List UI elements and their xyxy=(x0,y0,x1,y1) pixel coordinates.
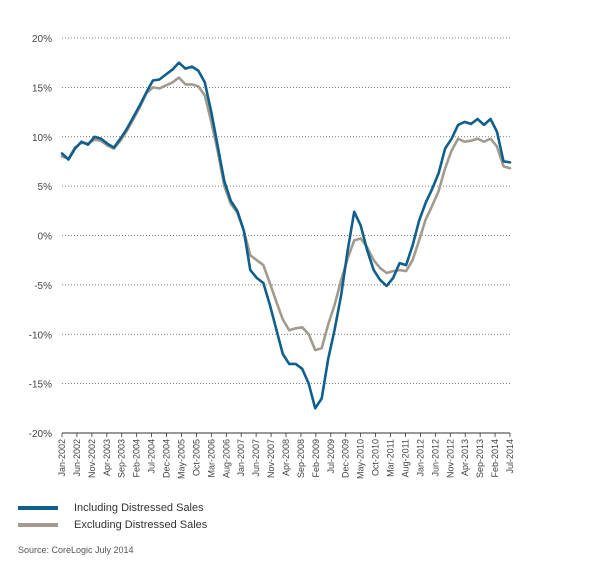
x-tick-label: Oct-2005 xyxy=(191,439,201,476)
x-tick-label: Jan-2007 xyxy=(236,439,246,477)
legend-label-including: Including Distressed Sales xyxy=(74,502,204,514)
y-tick-label: -5% xyxy=(34,281,52,292)
x-tick-label: Dec-2004 xyxy=(162,439,172,478)
y-tick-label: 5% xyxy=(38,182,53,193)
legend-swatch-including xyxy=(18,506,58,510)
x-tick-label: Mar-2006 xyxy=(206,439,216,478)
x-axis: Jan-2002 Jun-2002 Nov-2002 Apr-2003 Sep-2003… xyxy=(57,432,515,479)
x-tick-label: Sep-2008 xyxy=(296,439,306,478)
x-tick-label: Nov-2002 xyxy=(87,439,97,478)
y-tick-label: -10% xyxy=(29,330,52,341)
x-tick-label: Jun-2012 xyxy=(430,439,440,477)
y-tick-label: 20% xyxy=(32,34,52,45)
x-tick-label: Jul-2004 xyxy=(147,439,157,474)
x-tick-label: May-2010 xyxy=(356,439,366,479)
y-tick-label: 10% xyxy=(32,133,52,144)
x-tick-label: Feb-2014 xyxy=(490,439,500,478)
x-tick-label: Jun-2002 xyxy=(72,439,82,477)
line-chart: 20% 15% 10% 5% 0% -5% -10% -15% -20% Jan-2002 Jun… xyxy=(29,34,515,479)
y-tick-label: 15% xyxy=(32,83,52,94)
x-tick-label: Nov-2012 xyxy=(445,439,455,478)
y-tick-label: 0% xyxy=(38,232,53,243)
x-tick-label: Apr-2008 xyxy=(281,439,291,476)
x-tick-label: Feb-2004 xyxy=(132,439,142,478)
x-tick-label: Sep-2013 xyxy=(475,439,485,478)
y-tick-label: -20% xyxy=(29,429,52,440)
x-tick-label: Jan-2002 xyxy=(57,439,67,477)
x-tick-label: Dec-2009 xyxy=(341,439,351,478)
x-tick-label: Jul-2009 xyxy=(326,439,336,474)
x-tick-label: Feb-2009 xyxy=(311,439,321,478)
series-line-including xyxy=(60,61,512,410)
legend-swatch-excluding xyxy=(18,523,58,527)
x-tick-label: Mar-2011 xyxy=(386,439,396,477)
legend-label-excluding: Excluding Distressed Sales xyxy=(74,519,208,531)
x-tick-label: Nov-2007 xyxy=(266,439,276,478)
x-tick-label: Sep-2003 xyxy=(117,439,127,478)
series-line-excluding xyxy=(60,76,512,352)
x-tick-label: Jan-2012 xyxy=(415,439,425,477)
legend-item-excluding: Excluding Distressed Sales xyxy=(18,519,207,531)
y-axis: 20% 15% 10% 5% 0% -5% -10% -15% -20% xyxy=(29,34,52,440)
x-tick-label: Apr-2003 xyxy=(102,439,112,476)
x-tick-label: Jun-2007 xyxy=(251,439,261,477)
series-lines xyxy=(60,61,512,410)
x-tick-label: May-2005 xyxy=(176,439,186,479)
source-note: Source: CoreLogic July 2014 xyxy=(18,545,134,555)
x-tick-label: Aug-2006 xyxy=(221,439,231,478)
x-tick-label: Jul-2014 xyxy=(505,439,515,474)
x-tick-label: Oct-2010 xyxy=(371,439,381,476)
x-tick-label: Aug-2011 xyxy=(400,439,410,477)
x-tick-label: Apr-2013 xyxy=(460,439,470,476)
legend-item-including: Including Distressed Sales xyxy=(18,502,204,514)
gridlines xyxy=(62,37,510,434)
y-tick-label: -15% xyxy=(29,380,52,391)
